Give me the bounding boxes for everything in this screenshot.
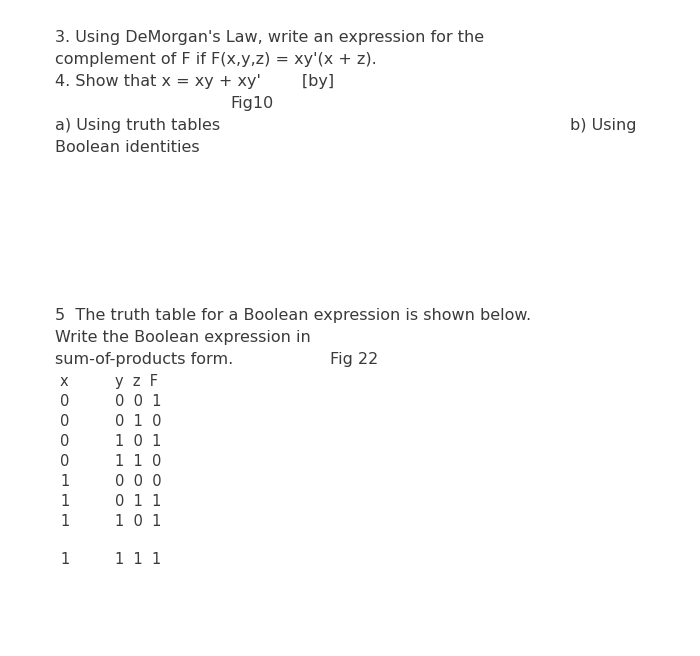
Text: 0  1  0: 0 1 0: [115, 414, 162, 429]
Text: 1: 1: [60, 552, 69, 567]
Text: complement of F if F(x,y,z) = xy'(x + z).: complement of F if F(x,y,z) = xy'(x + z)…: [55, 52, 377, 67]
Text: 1: 1: [60, 514, 69, 529]
Text: 1: 1: [60, 474, 69, 489]
Text: 1  0  1: 1 0 1: [115, 514, 162, 529]
Text: Fig 22: Fig 22: [330, 352, 378, 367]
Text: y  z  F: y z F: [115, 374, 158, 389]
Text: b) Using: b) Using: [570, 118, 636, 133]
Text: 0: 0: [60, 394, 69, 409]
Text: 4. Show that x = xy + xy'        [by]: 4. Show that x = xy + xy' [by]: [55, 74, 334, 89]
Text: 0  0  0: 0 0 0: [115, 474, 162, 489]
Text: x: x: [60, 374, 69, 389]
Text: a) Using truth tables: a) Using truth tables: [55, 118, 220, 133]
Text: 0  1  1: 0 1 1: [115, 494, 162, 509]
Text: 1: 1: [60, 494, 69, 509]
Text: 1  1  0: 1 1 0: [115, 454, 162, 469]
Text: 0: 0: [60, 434, 69, 449]
Text: 1  1  1: 1 1 1: [115, 552, 161, 567]
Text: 0: 0: [60, 454, 69, 469]
Text: 0  0  1: 0 0 1: [115, 394, 162, 409]
Text: Fig10: Fig10: [230, 96, 273, 111]
Text: Boolean identities: Boolean identities: [55, 140, 199, 155]
Text: Write the Boolean expression in: Write the Boolean expression in: [55, 330, 311, 345]
Text: 3. Using DeMorgan's Law, write an expression for the: 3. Using DeMorgan's Law, write an expres…: [55, 30, 484, 45]
Text: sum-of-products form.: sum-of-products form.: [55, 352, 233, 367]
Text: 0: 0: [60, 414, 69, 429]
Text: 1  0  1: 1 0 1: [115, 434, 162, 449]
Text: 5  The truth table for a Boolean expression is shown below.: 5 The truth table for a Boolean expressi…: [55, 308, 531, 323]
